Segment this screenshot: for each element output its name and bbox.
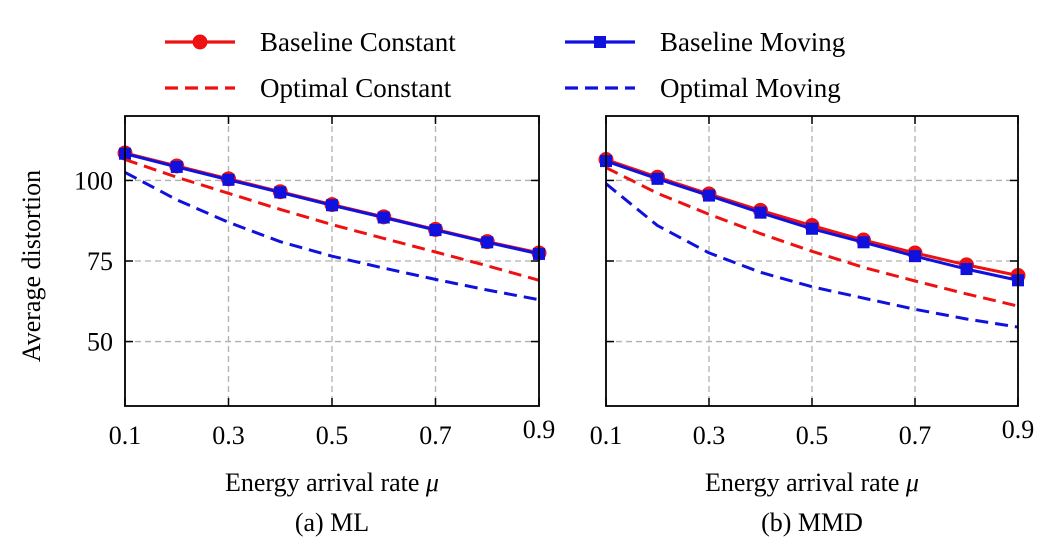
legend-label: Optimal Constant	[260, 73, 452, 103]
x-axis-title-symbol: μ	[425, 468, 439, 497]
point-baseline-moving	[274, 186, 287, 199]
point-baseline-moving	[481, 236, 494, 249]
panel-mmd: 0.1 0.3 0.5 0.7 0.9 Energy arrival rate μ (b) …	[590, 115, 1035, 537]
series-optimal-moving	[605, 182, 1019, 329]
legend-marker	[192, 34, 208, 50]
point-baseline-moving	[703, 189, 715, 202]
point-baseline-moving	[857, 236, 870, 249]
legend-label: Baseline Moving	[660, 27, 845, 57]
point-baseline-moving	[754, 206, 767, 219]
point-baseline-moving	[326, 199, 338, 212]
y-axis-title: Average distortion	[17, 170, 46, 362]
x-tick-label: 0.3	[212, 421, 245, 450]
y-tick-label: 50	[87, 328, 113, 357]
legend-label: Optimal Moving	[660, 73, 841, 103]
legend-marker	[594, 36, 606, 48]
x-tick-label: 0.5	[796, 421, 829, 450]
panel-caption: (a) ML	[295, 508, 369, 537]
legend-item-optimal-constant: Optimal Constant	[165, 73, 452, 103]
x-axis-title-symbol: μ	[905, 468, 919, 497]
series-group	[598, 152, 1026, 329]
point-baseline-moving	[222, 173, 235, 186]
ticks: 0.1 0.3 0.5 0.7 0.9	[590, 116, 1035, 450]
x-tick-label: 0.3	[693, 421, 726, 450]
point-baseline-moving	[377, 211, 390, 224]
x-tick-label: 0.9	[523, 415, 556, 444]
legend-item-baseline-constant: Baseline Constant	[165, 27, 456, 57]
x-tick-label: 0.5	[316, 421, 349, 450]
point-baseline-moving	[960, 263, 973, 276]
legend-label: Baseline Constant	[260, 27, 456, 57]
x-tick-label: 0.7	[419, 421, 452, 450]
x-axis-title-text: Energy arrival rate	[705, 468, 906, 497]
x-axis-title: Energy arrival rate μ	[225, 468, 439, 497]
x-axis-title: Energy arrival rate μ	[705, 468, 919, 497]
point-baseline-moving	[806, 222, 818, 235]
legend-item-baseline-moving: Baseline Moving	[565, 27, 845, 57]
y-tick-label: 100	[74, 166, 113, 195]
legend: Baseline Constant Baseline Moving Optimal …	[165, 27, 845, 103]
series-line-optimal-constant	[605, 166, 1019, 308]
x-tick-label: 0.9	[1002, 415, 1035, 444]
point-baseline-moving	[909, 250, 921, 263]
x-tick-label: 0.1	[109, 421, 142, 450]
series-optimal-constant	[605, 166, 1019, 308]
series-optimal-moving	[124, 171, 540, 302]
point-baseline-moving	[429, 224, 442, 237]
x-tick-label: 0.1	[590, 421, 623, 450]
series-line-optimal-moving	[124, 171, 540, 302]
series-optimal-constant	[124, 158, 540, 282]
point-baseline-moving	[170, 160, 183, 173]
panel-caption: (b) MMD	[761, 508, 863, 537]
series-line-optimal-constant	[124, 158, 540, 282]
panel-ml: 0.1 0.3 0.5 0.7 0.9 50 75 100 Energy arrival rat…	[17, 115, 555, 537]
series-line-optimal-moving	[605, 182, 1019, 329]
ticks: 0.1 0.3 0.5 0.7 0.9 50 75 100	[74, 116, 555, 450]
grid	[124, 116, 540, 406]
x-axis-title-text: Energy arrival rate	[225, 468, 426, 497]
point-baseline-moving	[651, 172, 664, 185]
legend-item-optimal-moving: Optimal Moving	[565, 73, 841, 103]
x-tick-label: 0.7	[899, 421, 932, 450]
y-tick-label: 75	[87, 247, 113, 276]
